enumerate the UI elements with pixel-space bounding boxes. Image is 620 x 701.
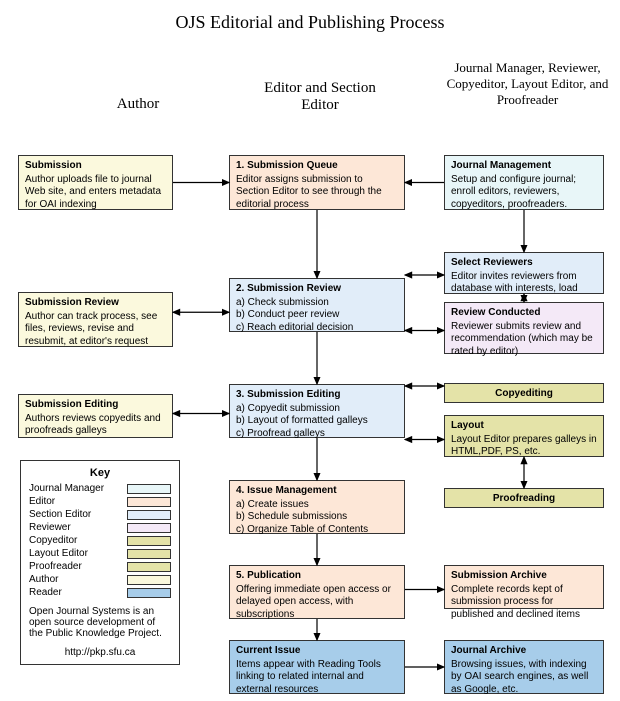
flow-box-a_sub: SubmissionAuthor uploads file to journal… [18,155,173,210]
key-swatch [127,536,171,546]
box-body: Items appear with Reading Tools linking … [236,659,381,695]
key-label: Proofreader [29,561,121,572]
key-swatch [127,523,171,533]
flow-box-sel: Select ReviewersEditor invites reviewers… [444,252,604,294]
flow-box-e4: 4. Issue Managementa) Create issuesb) Sc… [229,480,405,534]
flow-box-e5: 5. PublicationOffering immediate open ac… [229,565,405,619]
box-title: 1. Submission Queue [236,160,398,173]
flow-box-e1: 1. Submission QueueEditor assigns submis… [229,155,405,210]
key-title: Key [29,467,171,479]
flow-box-e2: 2. Submission Reviewa) Check submissionb… [229,278,405,332]
box-title: Journal Archive [451,645,597,658]
key-swatch [127,575,171,585]
legend-key: Key Journal Manager Editor Section Editor Re… [20,460,180,665]
title-text: OJS Editorial and Publishing Process [176,12,445,32]
box-title: Submission [25,160,166,173]
key-url: http://pkp.sfu.ca [29,647,171,658]
key-label: Reviewer [29,522,121,533]
box-title: Copyediting [451,388,597,401]
box-title: 3. Submission Editing [236,389,398,402]
key-row: Author [29,574,171,585]
flow-box-lay: LayoutLayout Editor prepares galleys in … [444,415,604,457]
key-row: Layout Editor [29,548,171,559]
box-body: a) Copyedit submissionb) Layout of forma… [236,403,368,439]
flow-box-pr: Proofreading [444,488,604,508]
diagram-title: OJS Editorial and Publishing Process [0,12,620,33]
key-row: Reader [29,587,171,598]
box-body: Author uploads file to journal Web site,… [25,174,161,210]
box-body: Offering immediate open access or delaye… [236,584,391,620]
box-title: Select Reviewers [451,257,597,270]
flow-box-jm: Journal ManagementSetup and configure jo… [444,155,604,210]
box-body: Browsing issues, with indexing by OAI se… [451,659,588,695]
box-title: Submission Review [25,297,166,310]
key-label: Reader [29,587,121,598]
key-swatch [127,497,171,507]
box-title: 5. Publication [236,570,398,583]
key-label: Journal Manager [29,483,121,494]
column-header: Journal Manager, Reviewer, Copyeditor, L… [445,60,610,108]
flow-box-ja: Journal ArchiveBrowsing issues, with ind… [444,640,604,694]
box-body: Author can track process, see files, rev… [25,311,157,347]
box-title: 4. Issue Management [236,485,398,498]
key-row: Journal Manager [29,483,171,494]
key-label: Layout Editor [29,548,121,559]
box-title: Review Conducted [451,307,597,320]
key-row: Copyeditor [29,535,171,546]
box-title: Current Issue [236,645,398,658]
box-title: Proofreading [451,493,597,506]
flow-box-cur: Current IssueItems appear with Reading T… [229,640,405,694]
flow-box-rc: Review ConductedReviewer submits review … [444,302,604,354]
box-body: a) Create issuesb) Schedule submissionsc… [236,499,368,535]
key-row: Proofreader [29,561,171,572]
flow-box-a_rev: Submission ReviewAuthor can track proces… [18,292,173,347]
box-body: Layout Editor prepares galleys in HTML,P… [451,434,597,458]
key-swatch [127,549,171,559]
key-footer: Open Journal Systems is an open source d… [29,606,171,639]
key-label: Copyeditor [29,535,121,546]
box-body: Complete records kept of submission proc… [451,584,580,620]
key-row: Editor [29,496,171,507]
box-title: Submission Archive [451,570,597,583]
box-title: Layout [451,420,597,433]
key-row: Reviewer [29,522,171,533]
box-body: Editor invites reviewers from database w… [451,271,578,295]
flow-box-ce: Copyediting [444,383,604,403]
flow-box-sa: Submission ArchiveComplete records kept … [444,565,604,609]
box-body: Authors reviews copyedits and proofreads… [25,413,161,437]
key-swatch [127,562,171,572]
key-label: Editor [29,496,121,507]
key-swatch [127,484,171,494]
box-title: 2. Submission Review [236,283,398,296]
column-header: Editor and Section Editor [255,80,385,114]
box-body: Reviewer submits review and recommendati… [451,321,593,357]
key-swatch [127,510,171,520]
key-label: Section Editor [29,509,121,520]
box-body: Editor assigns submission to Section Edi… [236,174,382,210]
box-title: Submission Editing [25,399,166,412]
flow-box-a_edit: Submission EditingAuthors reviews copyed… [18,394,173,438]
key-swatch [127,588,171,598]
key-row: Section Editor [29,509,171,520]
box-body: a) Check submissionb) Conduct peer revie… [236,297,353,333]
key-label: Author [29,574,121,585]
flow-box-e3: 3. Submission Editinga) Copyedit submiss… [229,384,405,438]
box-body: Setup and configure journal; enroll edit… [451,174,576,210]
column-header: Author [88,96,188,113]
box-title: Journal Management [451,160,597,173]
flowchart-canvas: OJS Editorial and Publishing Process Aut… [0,0,620,701]
